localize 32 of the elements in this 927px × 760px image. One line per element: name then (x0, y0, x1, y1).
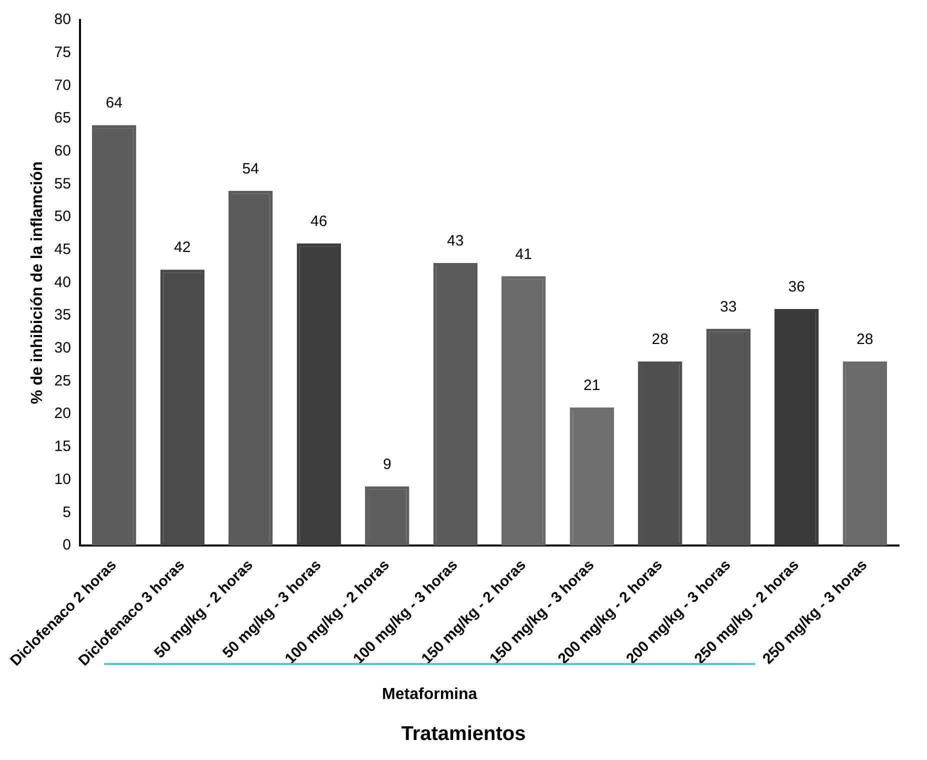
y-tick-label: 70 (54, 76, 71, 94)
y-tick-label: 35 (54, 306, 71, 324)
y-tick-label: 5 (62, 504, 71, 521)
y-tick-label: 60 (54, 142, 71, 160)
y-tick-label: 30 (54, 340, 71, 357)
data-label: 43 (447, 232, 464, 250)
y-tick-label: 65 (54, 110, 71, 127)
y-tick-label: 55 (54, 175, 71, 192)
y-tick-label: 75 (54, 44, 71, 61)
y-tick-label: 50 (54, 208, 71, 226)
data-label: 33 (720, 298, 737, 316)
y-axis-title: % de inhibición de la inflamción (29, 161, 46, 404)
x-axis-title: Tratamientos (400, 723, 527, 746)
text: Metaformina (381, 686, 478, 704)
data-label: 28 (856, 331, 874, 348)
y-tick-label: 40 (54, 274, 71, 291)
data-label: 54 (242, 160, 259, 178)
y-tick-label: 0 (62, 536, 71, 554)
y-tick-label: 20 (54, 405, 71, 422)
data-label: 36 (788, 278, 805, 296)
data-label: 64 (106, 94, 122, 112)
data-label: 28 (652, 331, 668, 348)
data-label: 41 (515, 246, 532, 263)
y-tick-label: 25 (54, 372, 71, 390)
data-label: 21 (584, 377, 600, 394)
y-tick-label: 80 (54, 11, 71, 28)
y-tick-label: 45 (54, 241, 71, 258)
data-label: 9 (382, 456, 392, 474)
data-label: 46 (310, 212, 328, 230)
y-tick-label: 15 (54, 438, 71, 456)
y-tick-label: 10 (54, 470, 71, 488)
data-label: 42 (174, 239, 191, 256)
